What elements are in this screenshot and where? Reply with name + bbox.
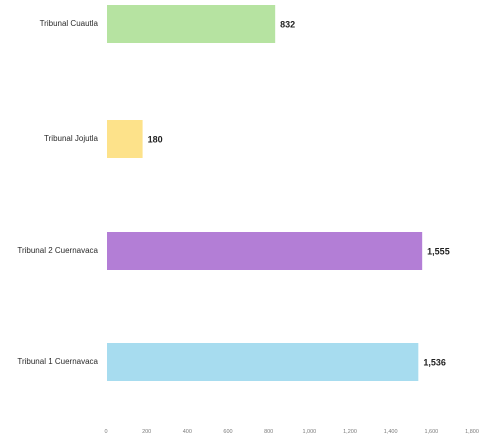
x-tick-label-0: 0 xyxy=(104,429,107,435)
value-labels-group: 832 180 1,555 1,536 xyxy=(148,19,450,367)
category-labels-group: Tribunal Cuautla Tribunal Jojutla Tribunal… xyxy=(17,19,98,366)
bar-2 xyxy=(107,232,423,270)
x-tick-label-9: 1,800 xyxy=(465,429,479,435)
value-label-0: 832 xyxy=(280,19,295,29)
category-label-3: Tribunal 1 Cuernavaca xyxy=(17,357,98,366)
x-tick-label-6: 1,200 xyxy=(343,429,357,435)
x-tick-label-4: 800 xyxy=(264,429,273,435)
x-tick-label-3: 600 xyxy=(223,429,232,435)
x-tick-label-2: 400 xyxy=(183,429,192,435)
x-tick-label-1: 200 xyxy=(142,429,151,435)
value-label-2: 1,555 xyxy=(427,246,450,256)
x-tick-label-8: 1,600 xyxy=(424,429,438,435)
x-tick-label-7: 1,400 xyxy=(384,429,398,435)
value-label-3: 1,536 xyxy=(423,357,446,367)
value-label-1: 180 xyxy=(148,134,163,144)
bar-3 xyxy=(107,343,419,381)
category-label-1: Tribunal Jojutla xyxy=(44,134,99,143)
category-label-0: Tribunal Cuautla xyxy=(40,19,99,28)
bar-1 xyxy=(107,120,143,158)
category-label-2: Tribunal 2 Cuernavaca xyxy=(17,246,98,255)
bars-group xyxy=(107,5,423,381)
x-axis-ticks-group: 0 200 400 600 800 1,000 1,200 1,400 1,600 1,800 xyxy=(104,429,478,435)
x-tick-label-5: 1,000 xyxy=(302,429,316,435)
bar-0 xyxy=(107,5,276,43)
